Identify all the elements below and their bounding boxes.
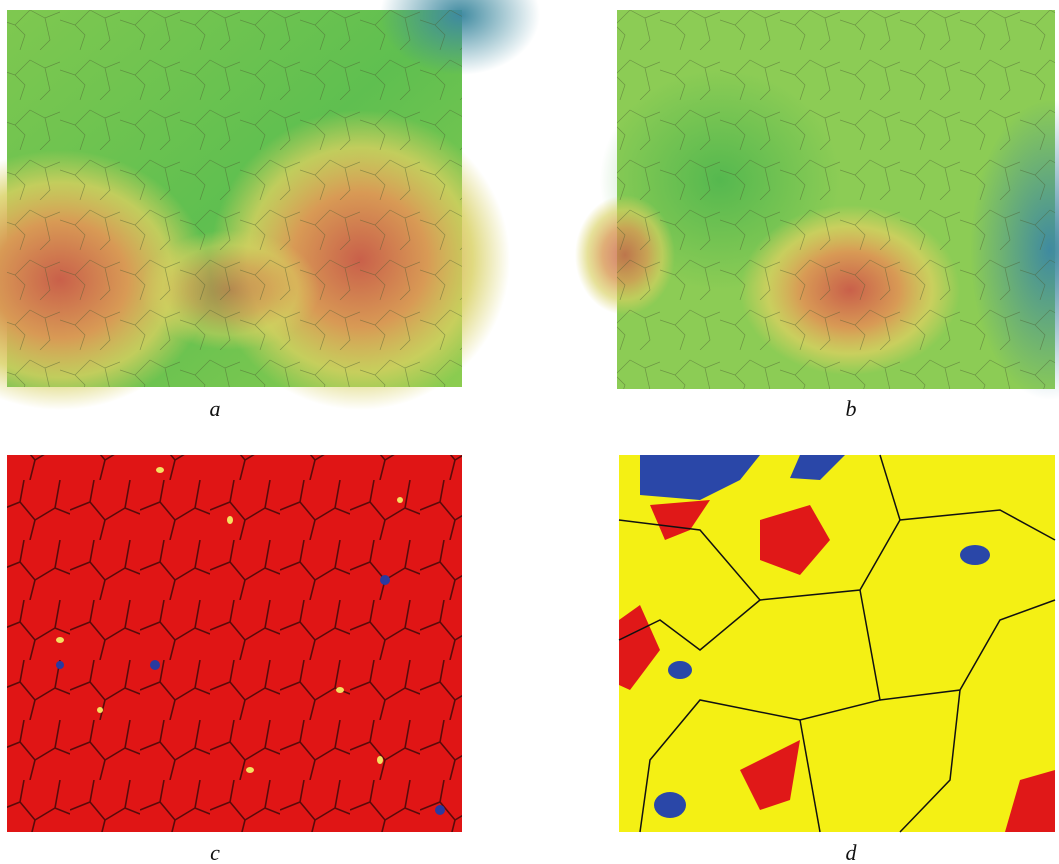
figure: a b c <box>0 0 1059 864</box>
panel-b <box>575 10 1059 400</box>
panel-label: b <box>846 396 857 421</box>
panel-label: d <box>846 840 858 864</box>
panel-c <box>7 455 462 832</box>
panel-label: a <box>210 396 221 421</box>
panel-a <box>0 0 540 410</box>
panel-label: c <box>210 840 220 864</box>
panel-d <box>619 455 1055 832</box>
